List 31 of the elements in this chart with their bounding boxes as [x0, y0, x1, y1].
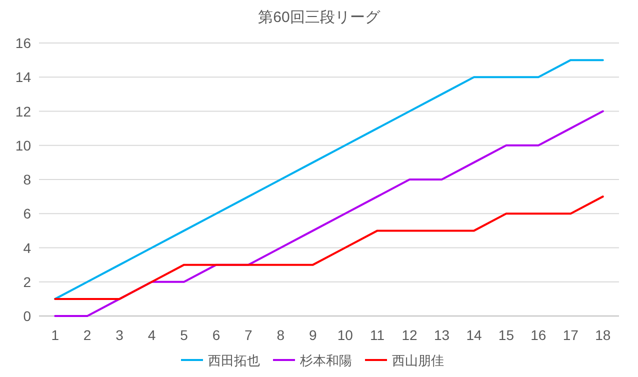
- xtick: 14: [466, 327, 482, 343]
- xtick: 9: [309, 327, 317, 343]
- xtick: 4: [148, 327, 156, 343]
- xtick: 6: [212, 327, 220, 343]
- xtick: 11: [370, 327, 385, 343]
- xtick: 1: [51, 327, 59, 343]
- ytick: 12: [15, 103, 31, 120]
- xtick: 16: [530, 327, 546, 343]
- xtick: 13: [434, 327, 450, 343]
- ytick: 8: [23, 172, 31, 188]
- xtick: 8: [276, 327, 285, 343]
- ytick: 16: [15, 35, 31, 51]
- xtick: 15: [498, 327, 514, 343]
- xtick: 10: [337, 327, 353, 343]
- xtick: 17: [562, 327, 578, 343]
- ytick: 6: [23, 206, 31, 222]
- legend-label: 西田拓也: [208, 353, 260, 368]
- ytick: 14: [15, 69, 31, 86]
- xtick: 18: [595, 327, 611, 343]
- xtick: 3: [116, 327, 124, 343]
- ytick: 10: [15, 137, 31, 154]
- xtick: 2: [83, 327, 92, 343]
- ytick: 4: [23, 240, 31, 256]
- ytick: 0: [23, 308, 31, 324]
- legend-label: 西山朋佳: [392, 353, 444, 368]
- xtick: 12: [402, 327, 418, 343]
- legend-label: 杉本和陽: [300, 353, 352, 368]
- ytick: 2: [23, 274, 31, 290]
- xtick: 5: [180, 327, 188, 343]
- title: 第60回三段リーグ: [258, 9, 380, 26]
- xtick: 7: [244, 327, 252, 343]
